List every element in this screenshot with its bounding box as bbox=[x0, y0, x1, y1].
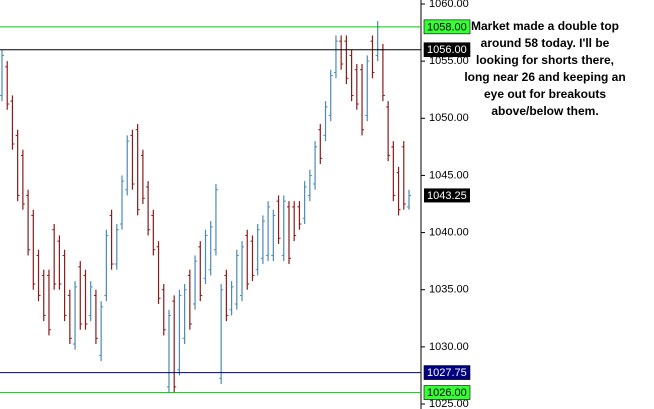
level-label: 1027.75 bbox=[427, 367, 467, 379]
level-label-box bbox=[423, 42, 471, 58]
last-price-box bbox=[424, 188, 470, 203]
level-label-box bbox=[423, 385, 471, 400]
level-label-box bbox=[423, 19, 471, 35]
y-tick-label: 1045.00 bbox=[429, 169, 469, 181]
annotation-line: looking for shorts there, bbox=[476, 53, 614, 67]
annotation-line: long near 26 and keeping an bbox=[464, 70, 625, 84]
annotation-line: above/below them. bbox=[491, 104, 598, 118]
y-tick-label: 1040.00 bbox=[429, 226, 469, 238]
level-label: 1058.00 bbox=[427, 21, 467, 33]
level-label: 1056.00 bbox=[427, 44, 467, 56]
level-label-box bbox=[423, 365, 471, 380]
y-tick-label: 1030.00 bbox=[429, 341, 469, 353]
y-tick-label: 1035.00 bbox=[429, 284, 469, 296]
y-tick-label: 1025.00 bbox=[429, 398, 469, 409]
y-tick-label: 1060.00 bbox=[429, 0, 469, 10]
last-price-label: 1043.25 bbox=[427, 190, 467, 202]
y-tick-label: 1055.00 bbox=[429, 55, 469, 67]
annotation-line: eye out for breakouts bbox=[484, 87, 606, 101]
level-label: 1026.00 bbox=[427, 387, 467, 399]
annotation-line: around 58 today. I'll be bbox=[481, 36, 610, 50]
y-tick-label: 1050.00 bbox=[429, 112, 469, 124]
annotation-line: Market made a double top bbox=[471, 19, 619, 33]
